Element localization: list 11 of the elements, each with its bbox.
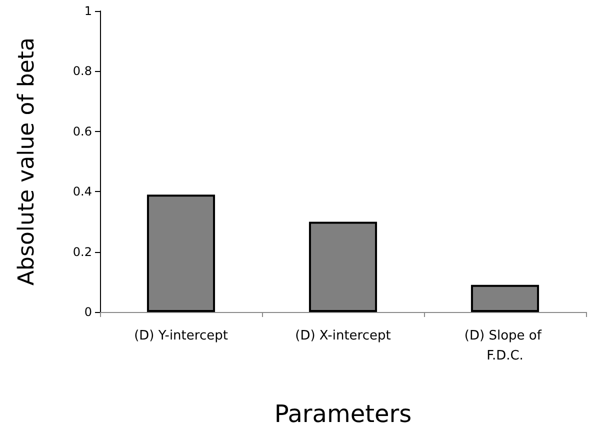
y-axis-title: Absolute value of beta	[14, 37, 40, 286]
y-tick-label: 1	[84, 4, 92, 18]
x-tick-label: (D) X-intercept	[295, 328, 391, 344]
y-tick-label: 0.8	[72, 64, 92, 78]
x-tick-label: (D) Y-intercept	[134, 328, 228, 344]
y-tick-label: 0	[84, 305, 92, 319]
x-axis-title: Parameters	[274, 400, 412, 428]
y-tick-label: 0.2	[72, 244, 92, 259]
x-tick-label: (D) Slope of F.D.C.	[464, 328, 546, 364]
y-tick-label: 0.6	[72, 124, 92, 138]
y-tick-label: 0.4	[72, 184, 92, 199]
